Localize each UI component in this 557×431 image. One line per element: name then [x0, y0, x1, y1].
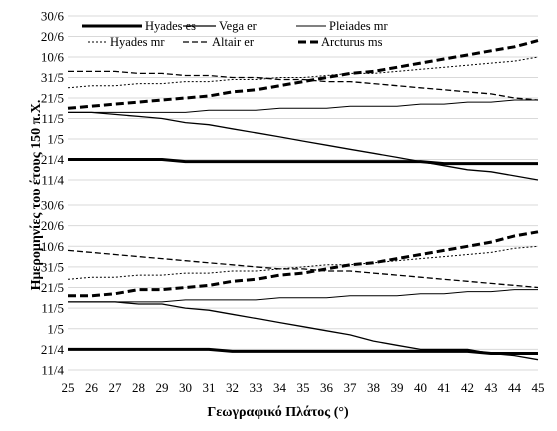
y-tick-label: 21/4 — [41, 152, 65, 167]
x-tick-label: 37 — [344, 380, 358, 395]
y-axis-label: Ημερομηνίες του έτους 150 π.Χ. — [29, 100, 44, 291]
series-line — [68, 70, 539, 101]
x-axis: 25 26 27 28 29 30 31 32 33 34 35 36 37 38 39 40 41 42 43 44… — [62, 380, 545, 395]
legend-label: Altair er — [212, 35, 255, 49]
series-line — [68, 158, 538, 166]
legend-label: Hyades mr — [110, 35, 165, 49]
x-tick-label: 31 — [203, 380, 216, 395]
y-tick-label: 30/6 — [41, 9, 65, 24]
y-tick-label: 1/5 — [47, 132, 64, 147]
x-tick-label: 30 — [179, 380, 192, 395]
y-tick-label: 21/5 — [41, 280, 64, 295]
y-tick-label: 20/6 — [41, 29, 65, 44]
legend: Hyades es Vega er Pleiades mr Hyades mr Alta… — [82, 19, 389, 49]
legend-label: Pleiades mr — [329, 19, 389, 33]
x-tick-label: 40 — [414, 380, 427, 395]
y-tick-label: 11/4 — [41, 173, 64, 188]
legend-label: Vega er — [219, 19, 258, 33]
x-tick-label: 41 — [438, 380, 451, 395]
y-tick-label: 1/5 — [47, 321, 64, 336]
series-line — [67, 249, 539, 289]
y-tick-label: 11/5 — [41, 111, 64, 126]
y-tick-label: 11/5 — [41, 301, 64, 316]
y-tick-label: 21/4 — [41, 342, 65, 357]
x-tick-label: 38 — [367, 380, 380, 395]
y-tick-label: 11/4 — [41, 363, 64, 378]
x-tick-label: 45 — [532, 380, 545, 395]
x-tick-label: 27 — [109, 380, 123, 395]
x-tick-label: 26 — [85, 380, 99, 395]
series-line — [68, 347, 538, 355]
x-tick-label: 32 — [226, 380, 239, 395]
x-tick-label: 28 — [132, 380, 145, 395]
x-tick-label: 42 — [461, 380, 474, 395]
x-tick-label: 39 — [391, 380, 404, 395]
y-tick-label: 20/6 — [41, 218, 65, 233]
y-tick-label: 30/6 — [41, 198, 65, 213]
legend-label: Hyades es — [145, 19, 196, 33]
series-line — [68, 289, 538, 303]
x-tick-label: 33 — [250, 380, 263, 395]
series-line — [68, 301, 539, 361]
x-tick-label: 43 — [485, 380, 498, 395]
x-axis-label: Γεωγραφικό Πλάτος (°) — [207, 405, 349, 420]
y-tick-label: 31/5 — [41, 259, 64, 274]
x-tick-label: 35 — [297, 380, 310, 395]
y-tick-label: 10/6 — [41, 50, 65, 65]
x-tick-label: 36 — [320, 380, 334, 395]
panel-2: 30/6 20/6 10/6 31/5 21/5 11/5 1/5 21/4 11/4 — [41, 198, 539, 378]
y-tick-label: 21/5 — [41, 91, 64, 106]
series-line — [67, 245, 539, 280]
x-tick-label: 34 — [273, 380, 287, 395]
panel-1: 30/6 20/6 10/6 31/5 21/5 11/5 1/5 21/4 11/4 Hyade… — [41, 9, 539, 188]
series-line — [67, 56, 539, 89]
legend-label: Arcturus ms — [321, 35, 383, 49]
x-tick-label: 44 — [508, 380, 522, 395]
series-line — [68, 111, 539, 181]
y-tick-label: 10/6 — [41, 239, 65, 254]
y-tick-label: 31/5 — [41, 70, 64, 85]
x-tick-label: 25 — [62, 380, 75, 395]
x-tick-label: 29 — [156, 380, 169, 395]
series-line — [68, 99, 538, 113]
series-line — [68, 230, 539, 298]
series-line — [67, 39, 539, 110]
